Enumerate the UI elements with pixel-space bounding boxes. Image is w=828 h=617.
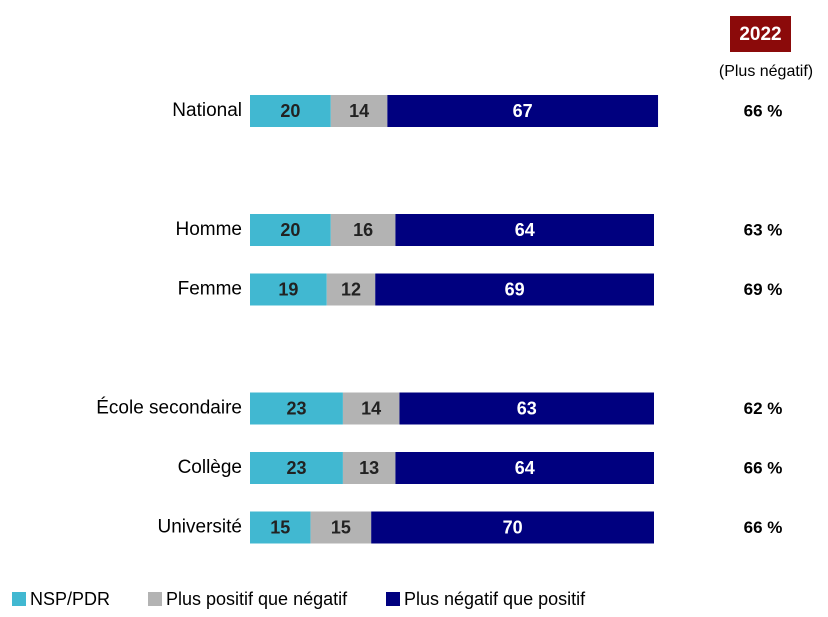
comparison-header-box (730, 16, 791, 52)
legend-swatch (148, 592, 162, 606)
bar-segment (395, 452, 654, 484)
bar-segment (250, 452, 343, 484)
data-label: 13 (359, 458, 379, 478)
bar-segment (342, 392, 400, 425)
data-label: 64 (515, 458, 535, 478)
category-label: École secondaire (96, 398, 242, 419)
bar-segment (250, 511, 311, 544)
data-label: 15 (270, 517, 290, 537)
bar-segment (395, 214, 654, 246)
legend-label: Plus négatif que positif (404, 589, 586, 609)
data-label: 20 (280, 220, 300, 240)
category-label: Femme (178, 279, 242, 300)
comparison-value: 66 % (744, 458, 783, 477)
bar-segment (399, 392, 654, 425)
category-label: National (172, 100, 242, 121)
category-label: Homme (175, 219, 242, 240)
legend-swatch (386, 592, 400, 606)
category-label: Université (158, 517, 242, 538)
data-label: 64 (515, 220, 535, 240)
data-label: 14 (361, 398, 381, 418)
data-label: 69 (505, 279, 525, 299)
bar-segment (375, 273, 654, 306)
bar-segment (371, 511, 654, 544)
bar-segment (250, 273, 327, 306)
data-label: 20 (280, 101, 300, 121)
data-label: 19 (278, 279, 298, 299)
category-label: Collège (178, 457, 242, 478)
comparison-value: 62 % (744, 399, 783, 418)
bar-segment (250, 214, 331, 246)
bar-segment (326, 273, 376, 306)
legend-label: Plus positif que négatif (166, 589, 348, 609)
bar-segment (250, 392, 343, 425)
data-label: 15 (331, 517, 351, 537)
data-label: 14 (349, 101, 369, 121)
bar-segment (330, 95, 388, 127)
bar-segment (342, 452, 396, 484)
data-label: 16 (353, 220, 373, 240)
bar-segment (330, 214, 396, 246)
bar-segment (310, 511, 372, 544)
comparison-title: 2022 (739, 24, 781, 45)
legend-swatch (12, 592, 26, 606)
data-label: 23 (286, 398, 306, 418)
comparison-subtitle: (Plus négatif) (719, 63, 813, 80)
comparison-value: 63 % (744, 220, 783, 239)
data-label: 23 (286, 458, 306, 478)
data-label: 63 (517, 398, 537, 418)
bar-segment (387, 95, 659, 127)
data-label: 67 (513, 101, 533, 121)
bar-segment (250, 95, 331, 127)
comparison-value: 69 % (744, 280, 783, 299)
legend-label: NSP/PDR (30, 589, 110, 609)
comparison-value: 66 % (744, 518, 783, 537)
data-label: 70 (503, 517, 523, 537)
comparison-value: 66 % (744, 101, 783, 120)
data-label: 12 (341, 279, 361, 299)
